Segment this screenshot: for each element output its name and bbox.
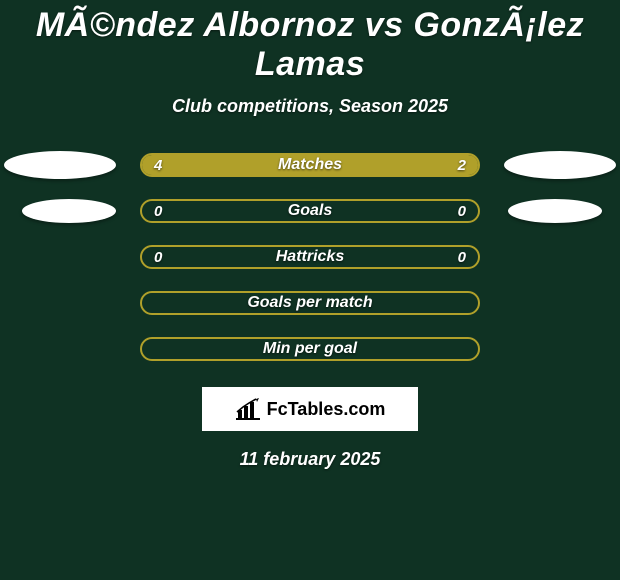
- logo-box: FcTables.com: [202, 387, 418, 431]
- logo-text: FcTables.com: [267, 399, 386, 420]
- stat-bar: 0 0 Goals: [140, 199, 480, 223]
- player-ellipse-right: [504, 151, 616, 179]
- stat-label: Min per goal: [263, 340, 357, 358]
- stat-label: Goals: [288, 202, 332, 220]
- player-ellipse-right: [508, 199, 602, 223]
- stat-row: 4 2 Matches: [0, 153, 620, 177]
- value-left: 0: [154, 249, 162, 266]
- stat-bar: 4 2 Matches: [140, 153, 480, 177]
- stat-label: Goals per match: [247, 294, 372, 312]
- value-right: 2: [458, 157, 466, 174]
- stat-label: Matches: [278, 156, 342, 174]
- page-title: MÃ©ndez Albornoz vs GonzÃ¡lez Lamas: [0, 0, 620, 84]
- stat-row: Goals per match: [0, 291, 620, 315]
- stat-row: Min per goal: [0, 337, 620, 361]
- value-left: 0: [154, 203, 162, 220]
- stat-label: Hattricks: [276, 248, 344, 266]
- value-right: 0: [458, 249, 466, 266]
- date-text: 11 february 2025: [0, 449, 620, 470]
- subtitle: Club competitions, Season 2025: [0, 96, 620, 117]
- stat-row: 0 0 Hattricks: [0, 245, 620, 269]
- value-right: 0: [458, 203, 466, 220]
- stat-bar: 0 0 Hattricks: [140, 245, 480, 269]
- player-ellipse-left: [4, 151, 116, 179]
- bar-chart-icon: [235, 398, 261, 420]
- stat-bar: Min per goal: [140, 337, 480, 361]
- stat-bar: Goals per match: [140, 291, 480, 315]
- stat-rows: 4 2 Matches 0 0 Goals 0 0 Hattricks Goals per mat…: [0, 153, 620, 361]
- player-ellipse-left: [22, 199, 116, 223]
- stat-row: 0 0 Goals: [0, 199, 620, 223]
- comparison-infographic: MÃ©ndez Albornoz vs GonzÃ¡lez Lamas Club…: [0, 0, 620, 580]
- value-left: 4: [154, 157, 162, 174]
